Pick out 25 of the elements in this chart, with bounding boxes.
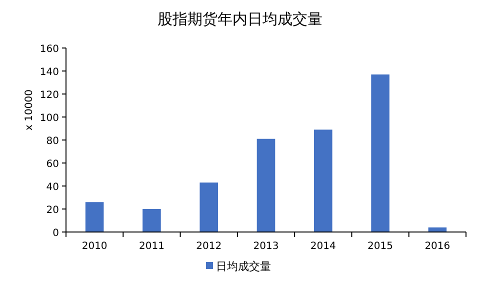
x-tick-label: 2015 [368,241,394,252]
bar [85,202,104,232]
bar [142,209,161,232]
y-tick-label: 120 [40,90,59,101]
bar [256,138,276,232]
x-tick-label: 2010 [82,241,108,252]
x-tick-label: 2012 [196,241,222,252]
y-tick-label: 0 [52,228,59,239]
bar [371,74,390,232]
legend-label: 日均成交量 [216,260,271,273]
y-tick-label: 160 [40,44,59,55]
bar [200,182,218,232]
y-tick-label: 140 [40,67,59,78]
x-tick-label: 2011 [138,241,164,252]
x-tick-label: 2014 [310,241,336,252]
x-tick-label: 2016 [424,241,450,252]
bar [314,130,332,232]
y-tick-label: 100 [40,113,59,124]
y-tick-label: 40 [46,182,59,193]
chart-title: 股指期货年内日均成交量 [158,10,322,28]
x-tick-label: 2013 [253,241,279,252]
y-tick-label: 60 [46,159,59,170]
y-axis-title: x 10000 [24,90,35,130]
y-tick-label: 20 [46,205,59,216]
y-tick-label: 80 [46,136,59,147]
